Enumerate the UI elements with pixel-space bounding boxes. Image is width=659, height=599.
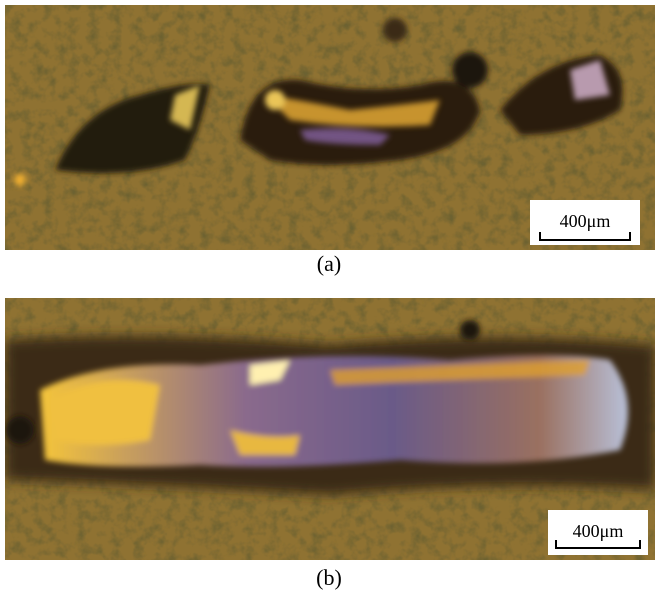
- scale-bar-label: 400μm: [560, 211, 611, 231]
- panel-label: (b): [316, 565, 342, 590]
- panel-label: (a): [317, 251, 341, 276]
- scale-bar-label: 400μm: [573, 521, 624, 541]
- figure: 400μm (a) 400μm (b): [0, 0, 659, 599]
